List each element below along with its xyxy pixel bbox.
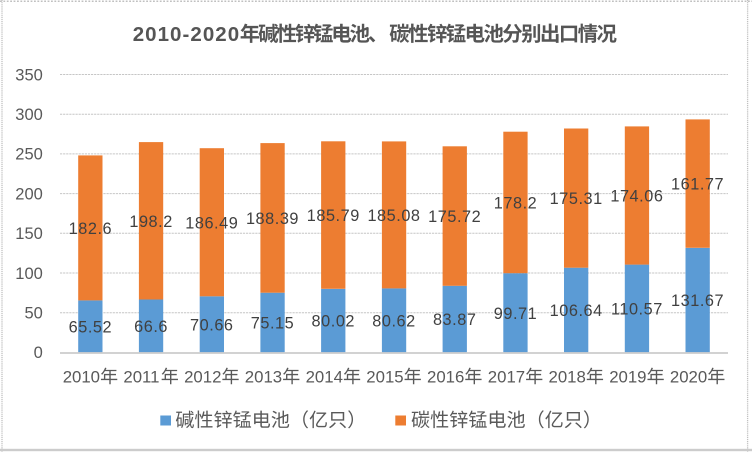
svg-text:50: 50 <box>24 305 42 323</box>
svg-text:99.71: 99.71 <box>494 305 538 323</box>
svg-text:2019: 2019 <box>609 367 646 386</box>
svg-text:2016: 2016 <box>427 367 464 386</box>
svg-text:175.72: 175.72 <box>428 208 481 226</box>
svg-text:2010-2020: 2010-2020 <box>133 23 241 46</box>
svg-text:174.06: 174.06 <box>610 188 663 206</box>
svg-text:178.2: 178.2 <box>494 195 538 213</box>
svg-text:131.67: 131.67 <box>671 292 724 310</box>
svg-text:66.6: 66.6 <box>134 318 168 336</box>
svg-text:2015: 2015 <box>366 367 403 386</box>
svg-text:185.79: 185.79 <box>307 207 360 225</box>
svg-text:2018: 2018 <box>549 367 586 386</box>
svg-text:65.52: 65.52 <box>69 319 113 337</box>
svg-text:250: 250 <box>15 146 43 164</box>
svg-text:75.15: 75.15 <box>251 315 295 333</box>
svg-text:175.31: 175.31 <box>550 190 603 208</box>
svg-text:110.57: 110.57 <box>611 301 663 319</box>
svg-text:188.39: 188.39 <box>246 210 299 228</box>
svg-text:198.2: 198.2 <box>129 213 173 231</box>
svg-text:2013: 2013 <box>245 367 282 386</box>
svg-text:185.08: 185.08 <box>367 207 420 225</box>
svg-text:83.87: 83.87 <box>433 311 477 329</box>
svg-text:186.49: 186.49 <box>185 214 238 232</box>
svg-text:161.77: 161.77 <box>671 176 724 194</box>
svg-text:80.02: 80.02 <box>312 313 356 331</box>
svg-text:2014: 2014 <box>306 367 343 386</box>
svg-text:0: 0 <box>34 344 43 362</box>
svg-text:182.6: 182.6 <box>69 220 113 238</box>
svg-text:2017: 2017 <box>488 367 525 386</box>
svg-text:70.66: 70.66 <box>190 316 234 334</box>
svg-text:2020: 2020 <box>670 367 707 386</box>
svg-text:200: 200 <box>15 185 43 203</box>
svg-text:2012: 2012 <box>184 367 221 386</box>
svg-text:100: 100 <box>15 265 43 283</box>
svg-text:350: 350 <box>15 66 43 84</box>
svg-text:150: 150 <box>15 225 43 243</box>
svg-text:2011: 2011 <box>123 367 159 386</box>
svg-text:80.62: 80.62 <box>372 313 416 331</box>
svg-text:2010: 2010 <box>63 367 100 386</box>
svg-text:106.64: 106.64 <box>550 302 603 320</box>
svg-text:300: 300 <box>15 106 43 124</box>
